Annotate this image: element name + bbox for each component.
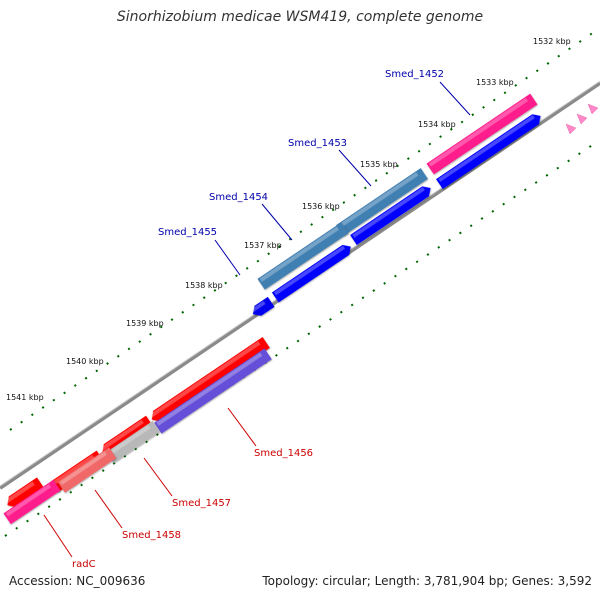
gene-label-smed_1455[interactable]: Smed_1455 bbox=[158, 227, 217, 238]
label-leader-smed_1453 bbox=[338, 149, 372, 187]
gene-label-smed_1454[interactable]: Smed_1454 bbox=[209, 192, 268, 203]
cds-1454[interactable] bbox=[271, 242, 354, 303]
tick-1532kbp: 1532 kbp bbox=[533, 37, 571, 46]
marker-1-icon bbox=[565, 123, 577, 135]
topology-text: Topology: circular; Length: 3,781,904 bp… bbox=[262, 574, 592, 588]
cds-1457[interactable] bbox=[99, 415, 154, 459]
label-leader-smed_1458 bbox=[94, 489, 123, 529]
gene-smed-1455[interactable] bbox=[250, 296, 275, 319]
tick-1540kbp: 1540 kbp bbox=[66, 357, 104, 366]
accession-text: Accession: NC_009636 bbox=[9, 574, 146, 588]
tick-1539kbp: 1539 kbp bbox=[126, 319, 164, 328]
genome-title: Sinorhizobium medicae WSM419, complete g… bbox=[116, 9, 484, 25]
marker-glyphs bbox=[565, 103, 599, 135]
cds-1456[interactable] bbox=[148, 337, 270, 425]
tick-1538kbp: 1538 kbp bbox=[185, 281, 223, 290]
gene-smed-1452[interactable] bbox=[426, 93, 538, 175]
tick-1533kbp: 1533 kbp bbox=[476, 78, 514, 87]
cds-radc[interactable] bbox=[4, 477, 45, 510]
tick-1541kbp: 1541 kbp bbox=[6, 393, 44, 402]
cds-1452[interactable] bbox=[436, 111, 544, 190]
gene-smed-1456[interactable] bbox=[154, 348, 272, 434]
inner-tick-rail bbox=[4, 139, 600, 537]
gene-label-smed_1457[interactable]: Smed_1457 bbox=[172, 498, 231, 509]
label-leader-smed_1455 bbox=[214, 239, 241, 276]
tick-1535kbp: 1535 kbp bbox=[360, 160, 398, 169]
tick-1534kbp: 1534 kbp bbox=[418, 120, 456, 129]
gene-label-smed_1458[interactable]: Smed_1458 bbox=[122, 530, 181, 541]
label-leader-smed_1456 bbox=[227, 407, 257, 447]
gene-smed-1458[interactable] bbox=[57, 447, 117, 493]
gene-label-smed_1456[interactable]: Smed_1456 bbox=[254, 448, 313, 459]
label-leader-smed_1452 bbox=[439, 81, 471, 116]
gene-label-radc[interactable]: radC bbox=[72, 559, 96, 570]
cds-1453[interactable] bbox=[350, 183, 434, 245]
marker-2-icon bbox=[576, 113, 588, 125]
label-leader-smed_1454 bbox=[261, 203, 293, 241]
gene-smed-1453[interactable] bbox=[336, 168, 428, 236]
gene-smed-1457[interactable] bbox=[106, 420, 160, 464]
gene-label-smed_1452[interactable]: Smed_1452 bbox=[385, 69, 444, 80]
gene-radc[interactable] bbox=[3, 479, 61, 525]
label-leader-smed_1457 bbox=[143, 457, 173, 497]
tick-1537kbp: 1537 kbp bbox=[244, 241, 282, 250]
tick-1536kbp: 1536 kbp bbox=[302, 202, 340, 211]
gene-smed-1454[interactable] bbox=[257, 222, 349, 290]
label-leader-radc bbox=[43, 514, 73, 558]
gene-label-smed_1453[interactable]: Smed_1453 bbox=[288, 138, 347, 149]
outer-tick-rail bbox=[9, 27, 600, 431]
marker-3-icon bbox=[587, 103, 599, 115]
